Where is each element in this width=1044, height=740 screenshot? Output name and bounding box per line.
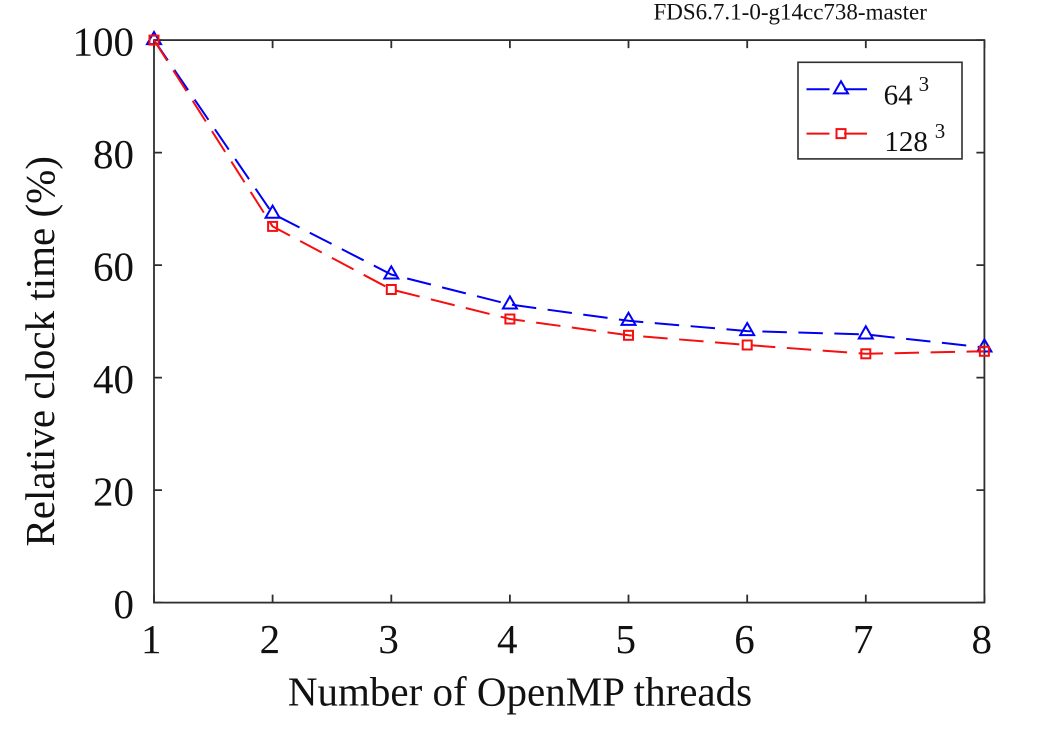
svg-text:FDS6.7.1-0-g14cc738-master: FDS6.7.1-0-g14cc738-master: [653, 0, 927, 25]
svg-text:Relative clock time (%): Relative clock time (%): [17, 156, 63, 546]
svg-text:64: 64: [884, 80, 914, 112]
svg-text:3: 3: [919, 72, 930, 96]
svg-text:8: 8: [971, 616, 992, 662]
svg-text:128: 128: [884, 126, 928, 158]
svg-text:4: 4: [497, 616, 518, 662]
svg-text:20: 20: [93, 469, 134, 515]
svg-text:80: 80: [93, 131, 134, 177]
svg-text:6: 6: [734, 616, 755, 662]
svg-text:3: 3: [935, 119, 946, 143]
svg-text:60: 60: [93, 244, 134, 290]
svg-text:1: 1: [141, 616, 162, 662]
svg-text:40: 40: [93, 356, 134, 402]
svg-text:Number of OpenMP threads: Number of OpenMP threads: [288, 669, 752, 715]
svg-text:0: 0: [114, 581, 135, 627]
svg-text:100: 100: [73, 19, 135, 65]
svg-text:3: 3: [378, 616, 399, 662]
svg-text:2: 2: [260, 616, 281, 662]
svg-text:7: 7: [853, 616, 874, 662]
svg-text:5: 5: [616, 616, 637, 662]
